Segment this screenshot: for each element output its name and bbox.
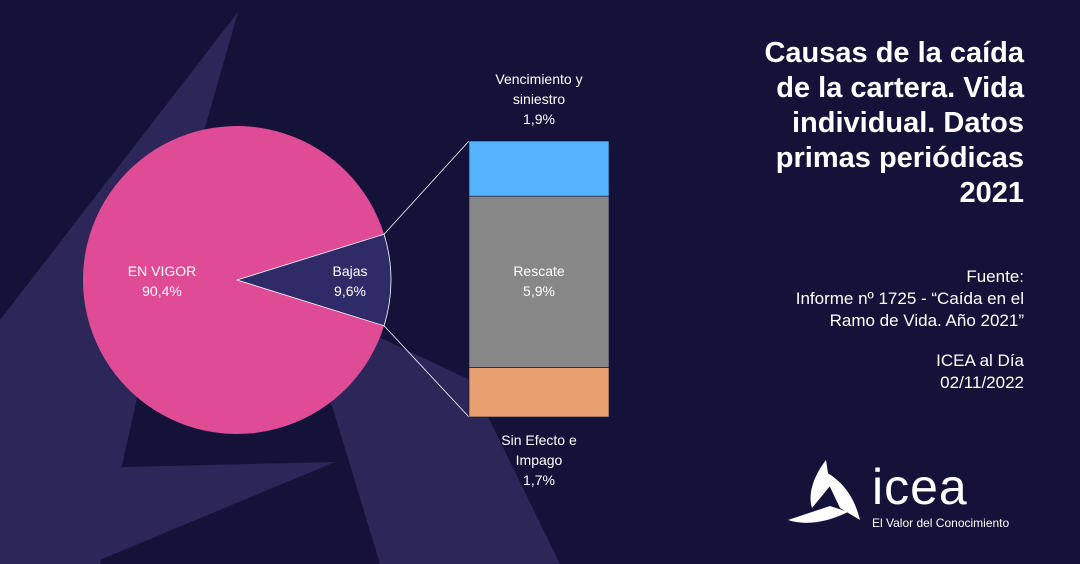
connector-line-bottom — [383, 325, 470, 418]
title-line: de la cartera. Vida — [776, 72, 1024, 104]
source-block: Fuente: Informe nº 1725 - “Caída en el R… — [644, 266, 1024, 394]
bar-label-sin-efecto-line: Impago — [516, 452, 563, 468]
logo-wordmark: icea — [872, 459, 968, 515]
bar-label-rescate-line: 5,9% — [523, 283, 555, 299]
pie-slice-bajas — [235, 233, 392, 327]
bar-label-rescate: Rescate 5,9% — [513, 263, 565, 299]
bar-label-sin-efecto-line: 1,7% — [523, 472, 555, 488]
logo-tagline: El Valor del Conocimiento — [872, 516, 1010, 530]
connector-line-top — [383, 140, 470, 235]
pie-chart — [82, 126, 392, 434]
source-report-line-2: Ramo de Vida. Año 2021” — [829, 311, 1024, 330]
stacked-bar — [468, 140, 610, 418]
title-line: primas periódicas — [775, 142, 1024, 174]
icea-logo-icon — [788, 460, 860, 523]
logo-blade-bottom — [788, 506, 848, 523]
pie-label-en-vigor-line: 90,4% — [142, 283, 182, 299]
bar-label-vencimiento: Vencimiento y siniestro 1,9% — [495, 71, 582, 127]
title-line: Causas de la caída — [764, 37, 1024, 69]
pie-label-bajas-line: 9,6% — [334, 283, 366, 299]
logo-blade-right — [822, 470, 860, 520]
bar-segment-sin-efecto — [468, 367, 610, 418]
source-date: 02/11/2022 — [940, 373, 1024, 392]
logo-blade-top — [810, 460, 830, 508]
bar-label-sin-efecto: Sin Efecto e Impago 1,7% — [501, 432, 577, 488]
bar-label-vencimiento-line: Vencimiento y — [495, 71, 582, 87]
bar-segment-vencimiento — [468, 140, 610, 197]
decor-blade-right — [300, 300, 560, 564]
title-line: 2021 — [959, 177, 1024, 209]
bar-label-sin-efecto-line: Sin Efecto e — [501, 432, 577, 448]
pie-label-bajas-line: Bajas — [332, 263, 367, 279]
pie-label-en-vigor-line: EN VIGOR — [128, 263, 196, 279]
connector-lines — [383, 140, 470, 418]
pie-slice-en-vigor — [82, 126, 385, 434]
source-report-line-1: Informe nº 1725 - “Caída en el — [795, 289, 1024, 308]
bar-label-vencimiento-line: 1,9% — [523, 111, 555, 127]
pie-label-bajas: Bajas 9,6% — [332, 263, 367, 299]
pie-label-en-vigor: EN VIGOR 90,4% — [128, 263, 196, 299]
decor-blade-bottom — [0, 462, 335, 564]
bar-label-vencimiento-line: siniestro — [513, 91, 565, 107]
source-publication: ICEA al Día — [936, 351, 1024, 370]
bar-label-rescate-line: Rescate — [513, 263, 565, 279]
chart-labels: EN VIGOR 90,4% Bajas 9,6% Vencimiento y sinie… — [128, 71, 583, 488]
source-label: Fuente: — [966, 267, 1024, 286]
title-line: individual. Datos — [791, 107, 1024, 139]
bar-segment-rescate — [468, 195, 610, 368]
chart-title: Causas de la caída de la cartera. Vida i… — [664, 36, 1024, 211]
